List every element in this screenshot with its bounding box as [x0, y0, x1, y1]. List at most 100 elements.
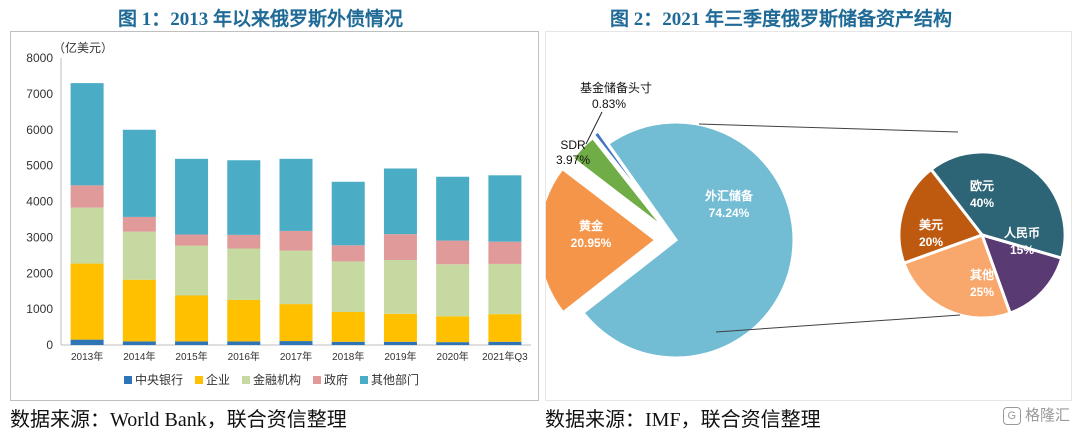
watermark: G 格隆汇 [1002, 404, 1070, 426]
pie-slice [580, 120, 796, 360]
bar-segment [488, 341, 522, 345]
bar-segment [175, 158, 209, 235]
bar-segment [70, 83, 104, 186]
bar-segment [436, 264, 470, 317]
bar-segment [279, 250, 313, 305]
legend-label: 政府 [324, 372, 348, 387]
bar-chart-title: 图 1：2013 年以来俄罗斯外债情况 [118, 9, 404, 30]
pie-label-name: SDR [560, 138, 586, 152]
legend-label: 中央银行 [135, 372, 183, 387]
y-tick-label: 1000 [26, 302, 53, 316]
bar-segment [488, 314, 522, 342]
pie-label-value: 74.24% [709, 206, 750, 220]
y-tick-label: 5000 [26, 159, 53, 173]
bar-segment [227, 248, 261, 300]
legend-label: 企业 [206, 372, 230, 387]
legend-swatch [124, 376, 132, 384]
bar-segment [331, 261, 365, 312]
watermark-label: 格隆汇 [1024, 407, 1070, 424]
bar-segment [488, 241, 522, 264]
legend-swatch [195, 376, 203, 384]
bar-segment [279, 230, 313, 251]
bar-segment [70, 185, 104, 208]
x-tick-label: 2020年 [437, 350, 469, 363]
bar-segment [488, 175, 522, 242]
pie-chart-panel: 外汇储备 74.24% 黄金 20.95% SDR 3.97% 基金储备头寸 0.83% 欧元 4… [536, 31, 1072, 401]
pie-chart-source: 数据来源：IMF，联合资信整理 [545, 409, 821, 431]
bar-segment [175, 245, 209, 296]
legend-swatch [360, 376, 368, 384]
pie-slice [897, 167, 985, 266]
legend-label: 金融机构 [253, 372, 301, 387]
pie-slice [979, 232, 1064, 316]
x-tick-label: 2015年 [175, 350, 207, 363]
bar-chart: （亿美元） 0 1000 2000 3000 4000 5000 6000 7000 8000 20… [26, 40, 531, 387]
breakout-label-name: 人民币 [1004, 225, 1040, 240]
x-tick-label: 2013年 [71, 350, 103, 363]
bar-segment [331, 341, 365, 345]
legend-label: 其他部门 [371, 372, 419, 387]
connector-line [715, 314, 961, 333]
bar-segment [122, 216, 156, 232]
bar-segment [122, 129, 156, 217]
pie-label-value: 0.83% [592, 97, 626, 111]
pie-slice [901, 233, 1013, 320]
breakout-label-value: 15% [1010, 243, 1034, 257]
y-tick-label: 3000 [26, 230, 53, 244]
connector-line [698, 123, 959, 133]
bar-segment [70, 207, 104, 264]
bar-segment [122, 279, 156, 342]
legend-swatch [242, 376, 250, 384]
bar-segment [383, 168, 417, 235]
bar-segment [331, 181, 365, 246]
bar-segment [436, 316, 470, 343]
bar-segment [175, 341, 209, 345]
bar-segment [488, 263, 522, 315]
bar-segment [383, 259, 417, 314]
breakout-label-name: 欧元 [970, 178, 994, 193]
gelonghui-logo-icon: G [1002, 407, 1021, 426]
bar-segment [383, 313, 417, 342]
bar-chart-source: 数据来源：World Bank，联合资信整理 [10, 409, 347, 431]
bar-segment [70, 339, 104, 345]
y-tick-label: 0 [46, 338, 53, 352]
bar-segment [279, 158, 313, 231]
pie-leader-line [585, 111, 603, 145]
breakout-label-value: 25% [970, 285, 994, 299]
x-tick-label: 2018年 [332, 350, 364, 363]
x-tick-label: 2016年 [228, 350, 260, 363]
bar-segment [436, 342, 470, 345]
y-tick-label: 8000 [26, 51, 53, 65]
bar-segment [436, 176, 470, 241]
x-tick-label: 2021年Q3 [482, 350, 528, 363]
pie-label-value: 20.95% [571, 236, 612, 250]
bar-segment [331, 311, 365, 342]
pie-label-name: 外汇储备 [705, 188, 754, 203]
pie-chart-title: 图 2：2021 年三季度俄罗斯储备资产结构 [610, 9, 953, 30]
y-unit-label: （亿美元） [53, 40, 113, 55]
y-tick-label: 7000 [26, 87, 53, 101]
x-tick-label: 2019年 [384, 350, 416, 363]
bar-segment [383, 341, 417, 345]
breakout-label-name: 美元 [919, 217, 943, 232]
pie-slice [591, 128, 668, 229]
bar-segment [175, 295, 209, 342]
pie-label-value: 3.97% [556, 153, 590, 167]
bar-segment [227, 234, 261, 249]
pie-label-name: 基金储备头寸 [580, 80, 652, 95]
bar-segment [227, 341, 261, 345]
bar-segment [227, 160, 261, 235]
y-tick-label: 6000 [26, 123, 53, 137]
bar-segment [122, 231, 156, 280]
bar-chart-panel: （亿美元） 0 1000 2000 3000 4000 5000 6000 7000 8000 20… [10, 31, 539, 401]
breakout-label-value: 40% [970, 196, 994, 210]
bar-segment [331, 245, 365, 262]
bar-segment [227, 299, 261, 342]
bar-segment [279, 304, 313, 342]
x-tick-label: 2017年 [280, 350, 312, 363]
bar-segment [70, 263, 104, 340]
y-tick-label: 4000 [26, 195, 53, 209]
bar-segment [122, 341, 156, 345]
bar-segment [383, 234, 417, 260]
